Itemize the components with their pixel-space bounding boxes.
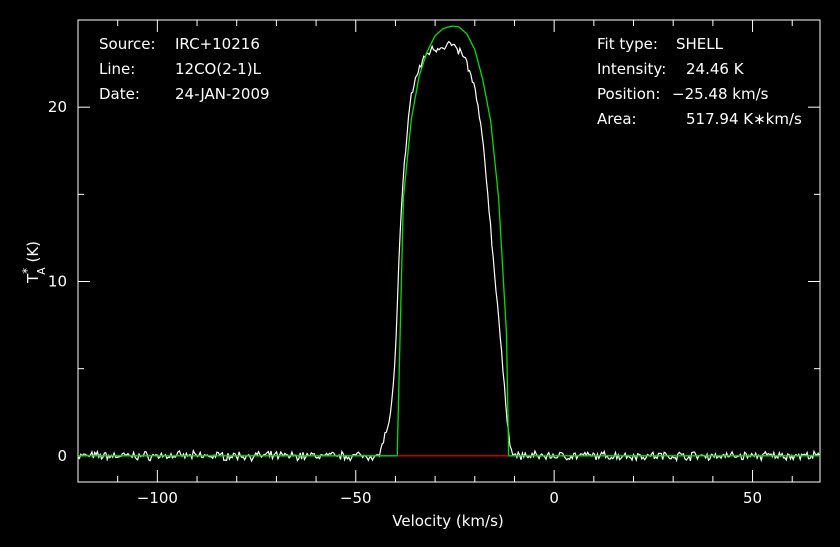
fit-type-label: Fit type:: [597, 35, 658, 53]
y-axis-label: T*A (K): [20, 241, 48, 284]
area-label: Area:: [597, 110, 637, 128]
area-value: 517.94 K∗km/s: [686, 110, 802, 128]
date-value: 24-JAN-2009: [175, 85, 270, 103]
source-label: Source:: [99, 35, 156, 53]
intensity-label: Intensity:: [597, 60, 667, 78]
plot-frame: [77, 19, 821, 483]
x-tick-label: −50: [340, 489, 372, 507]
fit-type-value: SHELL: [676, 35, 723, 53]
source-value: IRC+10216: [175, 35, 260, 53]
observed-spectrum-line: [77, 40, 821, 463]
y-tick-label: 20: [48, 98, 67, 116]
line-label: Line:: [99, 60, 136, 78]
y-tick-label: 0: [57, 447, 67, 465]
date-label: Date:: [99, 85, 140, 103]
x-tick-label: 0: [549, 489, 559, 507]
svg-text:T*A (K): T*A (K): [20, 241, 48, 284]
position-label: Position:: [597, 85, 661, 103]
x-tick-label: −100: [137, 489, 178, 507]
shell-fit-line: [78, 25, 820, 457]
y-tick-label: 10: [48, 273, 67, 291]
x-tick-label: 50: [743, 489, 762, 507]
position-value: −25.48 km/s: [672, 85, 769, 103]
chart-series: [77, 25, 821, 463]
axis-tick-labels: −100 −50 0 50 0 10 20: [48, 98, 762, 507]
line-value: 12CO(2-1)L: [175, 60, 261, 78]
intensity-value: 24.46 K: [686, 60, 744, 78]
x-axis-label: Velocity (km/s): [392, 512, 503, 530]
